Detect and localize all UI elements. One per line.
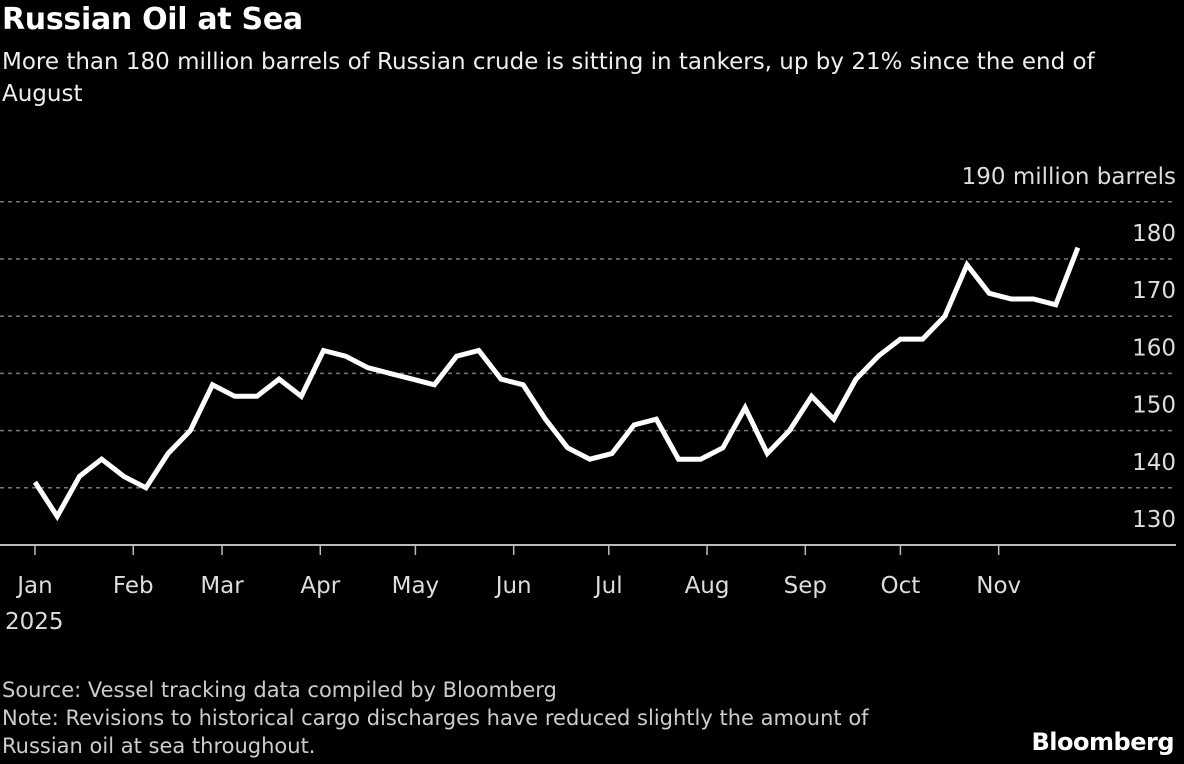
y-tick-label: 140 bbox=[1132, 450, 1176, 476]
y-tick-label: 190 million barrels bbox=[962, 164, 1176, 190]
x-tick-label: Apr bbox=[300, 573, 340, 599]
bloomberg-logo: Bloomberg bbox=[1031, 728, 1175, 756]
y-tick-label: 160 bbox=[1132, 335, 1176, 361]
x-tick-year: 2025 bbox=[5, 609, 64, 635]
y-axis-labels: 130 140 150 160 170 180 190 million barrels bbox=[962, 164, 1176, 533]
y-tick-label: 170 bbox=[1132, 278, 1176, 304]
y-tick-label: 130 bbox=[1132, 507, 1176, 533]
x-tick-label: Jun bbox=[494, 573, 532, 599]
y-tick-label: 150 bbox=[1132, 393, 1176, 419]
series bbox=[32, 246, 1081, 522]
x-tick-label: Nov bbox=[976, 573, 1021, 599]
x-tick-label: Oct bbox=[881, 573, 921, 599]
gridlines bbox=[0, 201, 1176, 546]
source-note: Source: Vessel tracking data compiled by… bbox=[2, 678, 557, 702]
footnotes: Source: Vessel tracking data compiled by… bbox=[2, 676, 922, 760]
x-tick-label: Sep bbox=[784, 573, 827, 599]
x-tick-label: Jul bbox=[593, 573, 623, 599]
chart-title: Russian Oil at Sea bbox=[2, 2, 303, 37]
x-tick-label: May bbox=[392, 573, 440, 599]
x-tick-label: Mar bbox=[200, 573, 244, 599]
oil-at-sea-line bbox=[32, 246, 1081, 522]
x-tick-label: Feb bbox=[113, 573, 154, 599]
chart-subtitle: More than 180 million barrels of Russian… bbox=[2, 49, 1095, 107]
x-tick-label: Aug bbox=[685, 573, 730, 599]
x-tick-label: Jan bbox=[15, 573, 52, 599]
y-tick-label: 180 bbox=[1132, 221, 1176, 247]
x-axis: Jan Feb Mar Apr May Jun Jul Aug Sep Oct Nov 2025 bbox=[5, 545, 1021, 635]
note: Note: Revisions to historical cargo disc… bbox=[2, 706, 869, 758]
